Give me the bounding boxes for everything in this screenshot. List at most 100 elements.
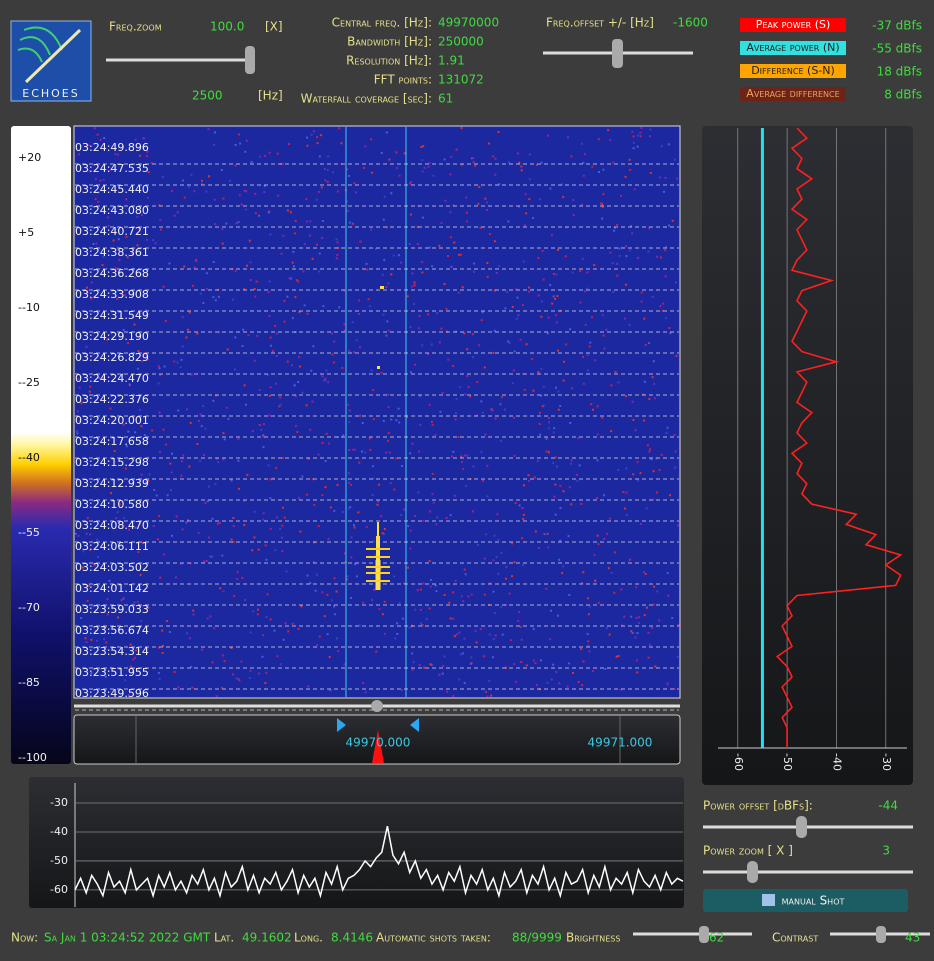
- noise-pixel: [660, 453, 663, 456]
- noise-pixel: [318, 252, 321, 255]
- noise-pixel: [463, 332, 466, 335]
- noise-pixel: [157, 671, 160, 674]
- noise-pixel: [607, 567, 610, 570]
- legend-value: 18 dBfs: [877, 65, 922, 79]
- slider-handle[interactable]: [245, 46, 255, 74]
- noise-pixel: [201, 179, 203, 182]
- noise-pixel: [264, 154, 267, 157]
- noise-pixel: [267, 291, 270, 294]
- noise-pixel: [183, 196, 186, 199]
- waterfall-slider-handle[interactable]: [371, 700, 383, 712]
- noise-pixel: [586, 597, 589, 600]
- noise-pixel: [163, 365, 166, 368]
- noise-pixel: [500, 552, 503, 554]
- noise-pixel: [299, 365, 302, 368]
- freq-zoom-slider[interactable]: [106, 46, 255, 74]
- noise-pixel: [84, 637, 87, 640]
- noise-pixel: [324, 460, 327, 462]
- noise-pixel: [196, 332, 199, 335]
- noise-pixel: [409, 547, 412, 550]
- noise-pixel: [438, 341, 441, 344]
- noise-pixel: [484, 533, 487, 536]
- noise-pixel: [318, 270, 320, 273]
- noise-pixel: [638, 621, 641, 624]
- noise-pixel: [276, 152, 279, 155]
- value: Sa Jan 1 03:24:52 2022 GMT: [44, 931, 211, 945]
- noise-pixel: [396, 622, 399, 625]
- noise-pixel: [150, 162, 153, 165]
- noise-pixel: [492, 638, 495, 640]
- noise-pixel: [345, 200, 348, 203]
- y-tick-label: -30: [50, 796, 68, 809]
- logo-text: ECHOES: [22, 87, 80, 100]
- noise-pixel: [219, 587, 222, 590]
- noise-pixel: [652, 603, 655, 606]
- noise-pixel: [664, 249, 667, 252]
- noise-pixel: [412, 661, 415, 664]
- noise-pixel: [490, 408, 493, 411]
- power-zoom-handle[interactable]: [747, 861, 758, 883]
- noise-pixel: [383, 632, 386, 635]
- noise-pixel: [137, 551, 140, 554]
- camera-icon: [762, 894, 775, 906]
- noise-pixel: [413, 281, 416, 284]
- noise-pixel: [538, 198, 541, 201]
- noise-pixel: [408, 243, 411, 245]
- noise-pixel: [203, 560, 206, 563]
- noise-pixel: [411, 272, 414, 275]
- noise-pixel: [463, 568, 466, 571]
- noise-pixel: [488, 142, 490, 145]
- noise-pixel: [609, 517, 611, 520]
- manual-shot-button[interactable]: [703, 889, 908, 912]
- noise-pixel: [106, 598, 109, 600]
- noise-pixel: [505, 603, 508, 606]
- noise-pixel: [635, 586, 638, 589]
- noise-pixel: [652, 470, 655, 473]
- noise-pixel: [293, 232, 296, 235]
- noise-pixel: [609, 139, 612, 142]
- noise-pixel: [181, 345, 184, 348]
- noise-pixel: [159, 218, 162, 221]
- noise-pixel: [171, 452, 173, 455]
- noise-pixel: [134, 526, 137, 529]
- noise-pixel: [631, 130, 634, 133]
- noise-pixel: [645, 507, 648, 510]
- noise-pixel: [129, 569, 132, 571]
- slider-handle[interactable]: [612, 39, 623, 68]
- noise-pixel: [652, 498, 655, 501]
- noise-pixel: [276, 332, 278, 335]
- noise-pixel: [556, 295, 559, 298]
- noise-pixel: [473, 270, 475, 273]
- noise-pixel: [492, 559, 495, 562]
- label: Power offset [dBFs]:: [703, 799, 813, 813]
- noise-pixel: [137, 350, 140, 352]
- brightness-handle[interactable]: [699, 926, 709, 943]
- contrast-handle[interactable]: [876, 926, 886, 943]
- noise-pixel: [205, 560, 208, 562]
- noise-pixel: [460, 595, 463, 598]
- noise-pixel: [342, 434, 345, 437]
- power-offset-handle[interactable]: [796, 816, 807, 838]
- noise-pixel: [347, 507, 350, 510]
- noise-pixel: [423, 666, 426, 669]
- noise-pixel: [236, 571, 239, 574]
- noise-pixel: [411, 285, 414, 288]
- noise-pixel: [293, 265, 295, 268]
- noise-pixel: [559, 507, 562, 509]
- noise-pixel: [349, 506, 352, 509]
- noise-pixel: [353, 448, 356, 451]
- noise-pixel: [298, 311, 301, 314]
- noise-pixel: [591, 670, 594, 673]
- noise-pixel: [279, 396, 282, 399]
- timestamp: 03:24:06.111: [75, 540, 149, 553]
- noise-pixel: [531, 288, 534, 291]
- noise-pixel: [306, 220, 308, 223]
- noise-pixel: [385, 451, 388, 454]
- noise-pixel: [147, 171, 150, 174]
- noise-pixel: [601, 314, 604, 317]
- noise-pixel: [463, 637, 466, 640]
- freq-offset-slider[interactable]: [543, 39, 693, 68]
- noise-pixel: [306, 574, 309, 577]
- noise-pixel: [505, 577, 507, 580]
- noise-pixel: [589, 341, 592, 344]
